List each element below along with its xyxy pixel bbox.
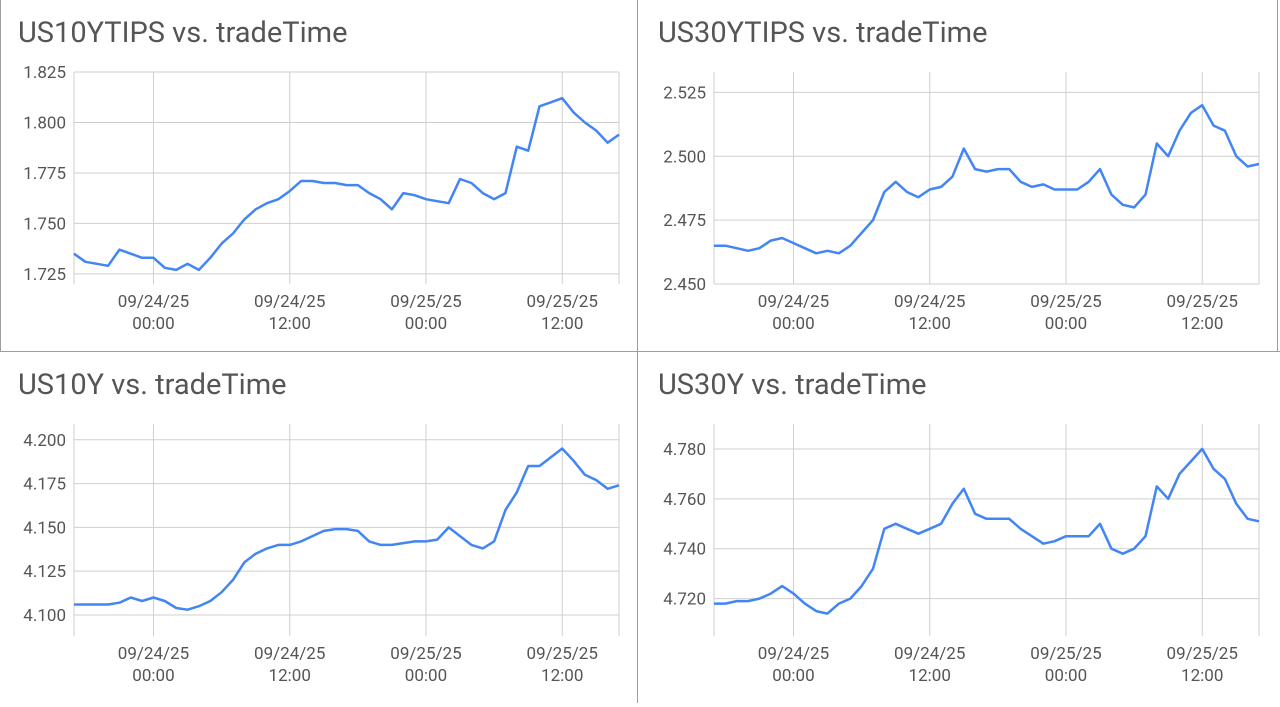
x-tick-label: 09/25/25 12:00 xyxy=(527,292,598,334)
x-tick-label: 09/24/25 00:00 xyxy=(758,292,829,334)
x-tick-label-line: 12:00 xyxy=(909,666,951,686)
x-tick-label: 09/25/25 00:00 xyxy=(1030,644,1101,686)
x-tick-label-line: 12:00 xyxy=(1181,314,1223,334)
chart-title: US30YTIPS vs. tradeTime xyxy=(658,16,987,50)
x-tick-label: 09/24/25 00:00 xyxy=(118,644,189,686)
x-tick-label-line: 12:00 xyxy=(269,314,311,334)
x-tick-label-line: 12:00 xyxy=(541,666,583,686)
x-tick-label-line: 09/25/25 xyxy=(1030,644,1101,664)
x-tick-label-line: 00:00 xyxy=(1045,666,1087,686)
x-tick-label-line: 09/24/25 xyxy=(254,292,325,312)
x-tick-label-line: 09/25/25 xyxy=(527,292,598,312)
series-line xyxy=(73,96,620,272)
x-tick-label: 09/24/25 12:00 xyxy=(254,292,325,334)
y-tick-label: 1.800 xyxy=(23,113,66,133)
x-tick-label-line: 09/24/25 xyxy=(254,644,325,664)
x-tick-label: 09/25/25 12:00 xyxy=(1167,292,1238,334)
x-tick-label-line: 12:00 xyxy=(541,314,583,334)
y-tick-label: 2.450 xyxy=(663,275,706,295)
x-tick-label: 09/25/25 00:00 xyxy=(1030,292,1101,334)
x-tick-label: 09/24/25 00:00 xyxy=(118,292,189,334)
x-tick-label: 09/24/25 00:00 xyxy=(758,644,829,686)
x-tick-label-line: 09/25/25 xyxy=(1167,292,1238,312)
y-tick-label: 4.720 xyxy=(663,590,706,610)
x-tick-label-line: 09/24/25 xyxy=(758,292,829,312)
y-tick-label: 1.775 xyxy=(23,164,66,184)
y-tick-label: 4.200 xyxy=(23,431,66,451)
y-tick-label: 4.760 xyxy=(663,490,706,510)
y-tick-label: 1.725 xyxy=(23,265,66,285)
y-tick-label: 4.125 xyxy=(23,562,66,582)
chart-title: US30Y vs. tradeTime xyxy=(658,368,927,402)
x-tick-label-line: 09/24/25 xyxy=(758,644,829,664)
chart-title: US10YTIPS vs. tradeTime xyxy=(18,16,347,50)
series-line xyxy=(74,447,620,611)
x-tick-label-line: 00:00 xyxy=(1045,314,1087,334)
y-tick-label: 1.750 xyxy=(23,214,66,234)
x-tick-label-line: 00:00 xyxy=(132,314,174,334)
chart-title: US10Y vs. tradeTime xyxy=(18,368,287,402)
x-tick-label-line: 00:00 xyxy=(772,314,814,334)
series-line xyxy=(714,447,1260,615)
x-tick-label: 09/24/25 12:00 xyxy=(894,292,965,334)
x-tick-label-line: 00:00 xyxy=(132,666,174,686)
y-tick-label: 4.150 xyxy=(23,518,66,538)
y-tick-label: 1.825 xyxy=(23,63,66,83)
x-tick-label-line: 09/24/25 xyxy=(894,644,965,664)
y-tick-label: 4.780 xyxy=(663,440,706,460)
x-tick-label-line: 09/25/25 xyxy=(527,644,598,664)
x-tick-label-line: 09/25/25 xyxy=(1030,292,1101,312)
y-tick-label: 2.500 xyxy=(663,147,706,167)
x-tick-label: 09/24/25 12:00 xyxy=(894,644,965,686)
x-tick-label: 09/25/25 00:00 xyxy=(390,292,461,334)
x-tick-label: 09/25/25 00:00 xyxy=(390,644,461,686)
series-line xyxy=(714,103,1260,255)
y-tick-label: 4.175 xyxy=(23,475,66,495)
y-tick-label: 4.740 xyxy=(663,540,706,560)
x-tick-label-line: 12:00 xyxy=(269,666,311,686)
x-tick-label-line: 09/25/25 xyxy=(1167,644,1238,664)
x-tick-label-line: 09/24/25 xyxy=(894,292,965,312)
x-tick-label: 09/25/25 12:00 xyxy=(527,644,598,686)
y-tick-label: 2.525 xyxy=(663,83,706,103)
x-tick-label-line: 09/24/25 xyxy=(118,292,189,312)
x-tick-label-line: 00:00 xyxy=(405,666,447,686)
x-tick-label-line: 09/25/25 xyxy=(390,644,461,664)
x-tick-label-line: 12:00 xyxy=(909,314,951,334)
x-tick-label: 09/25/25 12:00 xyxy=(1167,644,1238,686)
x-tick-label-line: 00:00 xyxy=(405,314,447,334)
x-tick-label: 09/24/25 12:00 xyxy=(254,644,325,686)
y-tick-label: 4.100 xyxy=(23,606,66,626)
y-tick-label: 2.475 xyxy=(663,211,706,231)
x-tick-label-line: 00:00 xyxy=(772,666,814,686)
x-tick-label-line: 09/24/25 xyxy=(118,644,189,664)
x-tick-label-line: 09/25/25 xyxy=(390,292,461,312)
x-tick-label-line: 12:00 xyxy=(1181,666,1223,686)
